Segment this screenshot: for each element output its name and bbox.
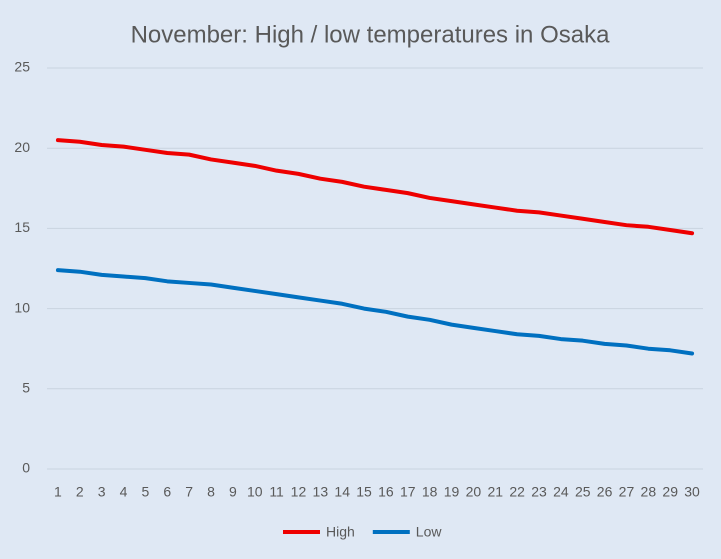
x-tick-label: 24 bbox=[553, 484, 569, 500]
x-tick-label: 23 bbox=[531, 484, 547, 500]
x-tick-label: 1 bbox=[54, 484, 62, 500]
x-tick-label: 6 bbox=[163, 484, 171, 500]
x-tick-label: 7 bbox=[185, 484, 193, 500]
x-tick-label: 13 bbox=[313, 484, 329, 500]
x-tick-label: 3 bbox=[98, 484, 106, 500]
x-tick-label: 10 bbox=[247, 484, 263, 500]
x-tick-label: 17 bbox=[400, 484, 416, 500]
x-tick-label: 9 bbox=[229, 484, 237, 500]
x-tick-label: 2 bbox=[76, 484, 84, 500]
x-tick-label: 11 bbox=[269, 484, 284, 500]
x-tick-label: 28 bbox=[641, 484, 657, 500]
x-tick-label: 21 bbox=[487, 484, 503, 500]
y-tick-label: 25 bbox=[14, 59, 30, 75]
x-tick-label: 26 bbox=[597, 484, 613, 500]
x-tick-label: 30 bbox=[684, 484, 700, 500]
x-tick-label: 4 bbox=[120, 484, 128, 500]
y-tick-label: 0 bbox=[22, 460, 30, 476]
y-tick-label: 5 bbox=[22, 380, 30, 396]
x-tick-label: 27 bbox=[619, 484, 635, 500]
x-tick-label: 5 bbox=[142, 484, 150, 500]
x-tick-label: 14 bbox=[334, 484, 350, 500]
data-line bbox=[55, 138, 695, 236]
y-tick-label: 20 bbox=[14, 139, 30, 155]
legend-label: High bbox=[326, 524, 355, 540]
x-tick-label: 15 bbox=[356, 484, 372, 500]
x-tick-label: 20 bbox=[466, 484, 482, 500]
x-tick-label: 8 bbox=[207, 484, 215, 500]
x-tick-label: 18 bbox=[422, 484, 438, 500]
legend-label: Low bbox=[416, 524, 443, 540]
x-tick-label: 22 bbox=[509, 484, 525, 500]
x-tick-label: 29 bbox=[662, 484, 678, 500]
x-tick-label: 16 bbox=[378, 484, 394, 500]
chart-title: November: High / low temperatures in Osa… bbox=[131, 21, 611, 48]
x-tick-label: 19 bbox=[444, 484, 460, 500]
y-tick-label: 10 bbox=[14, 299, 30, 315]
x-tick-label: 12 bbox=[291, 484, 307, 500]
y-tick-label: 15 bbox=[14, 219, 30, 235]
data-line bbox=[55, 268, 695, 356]
x-tick-label: 25 bbox=[575, 484, 591, 500]
